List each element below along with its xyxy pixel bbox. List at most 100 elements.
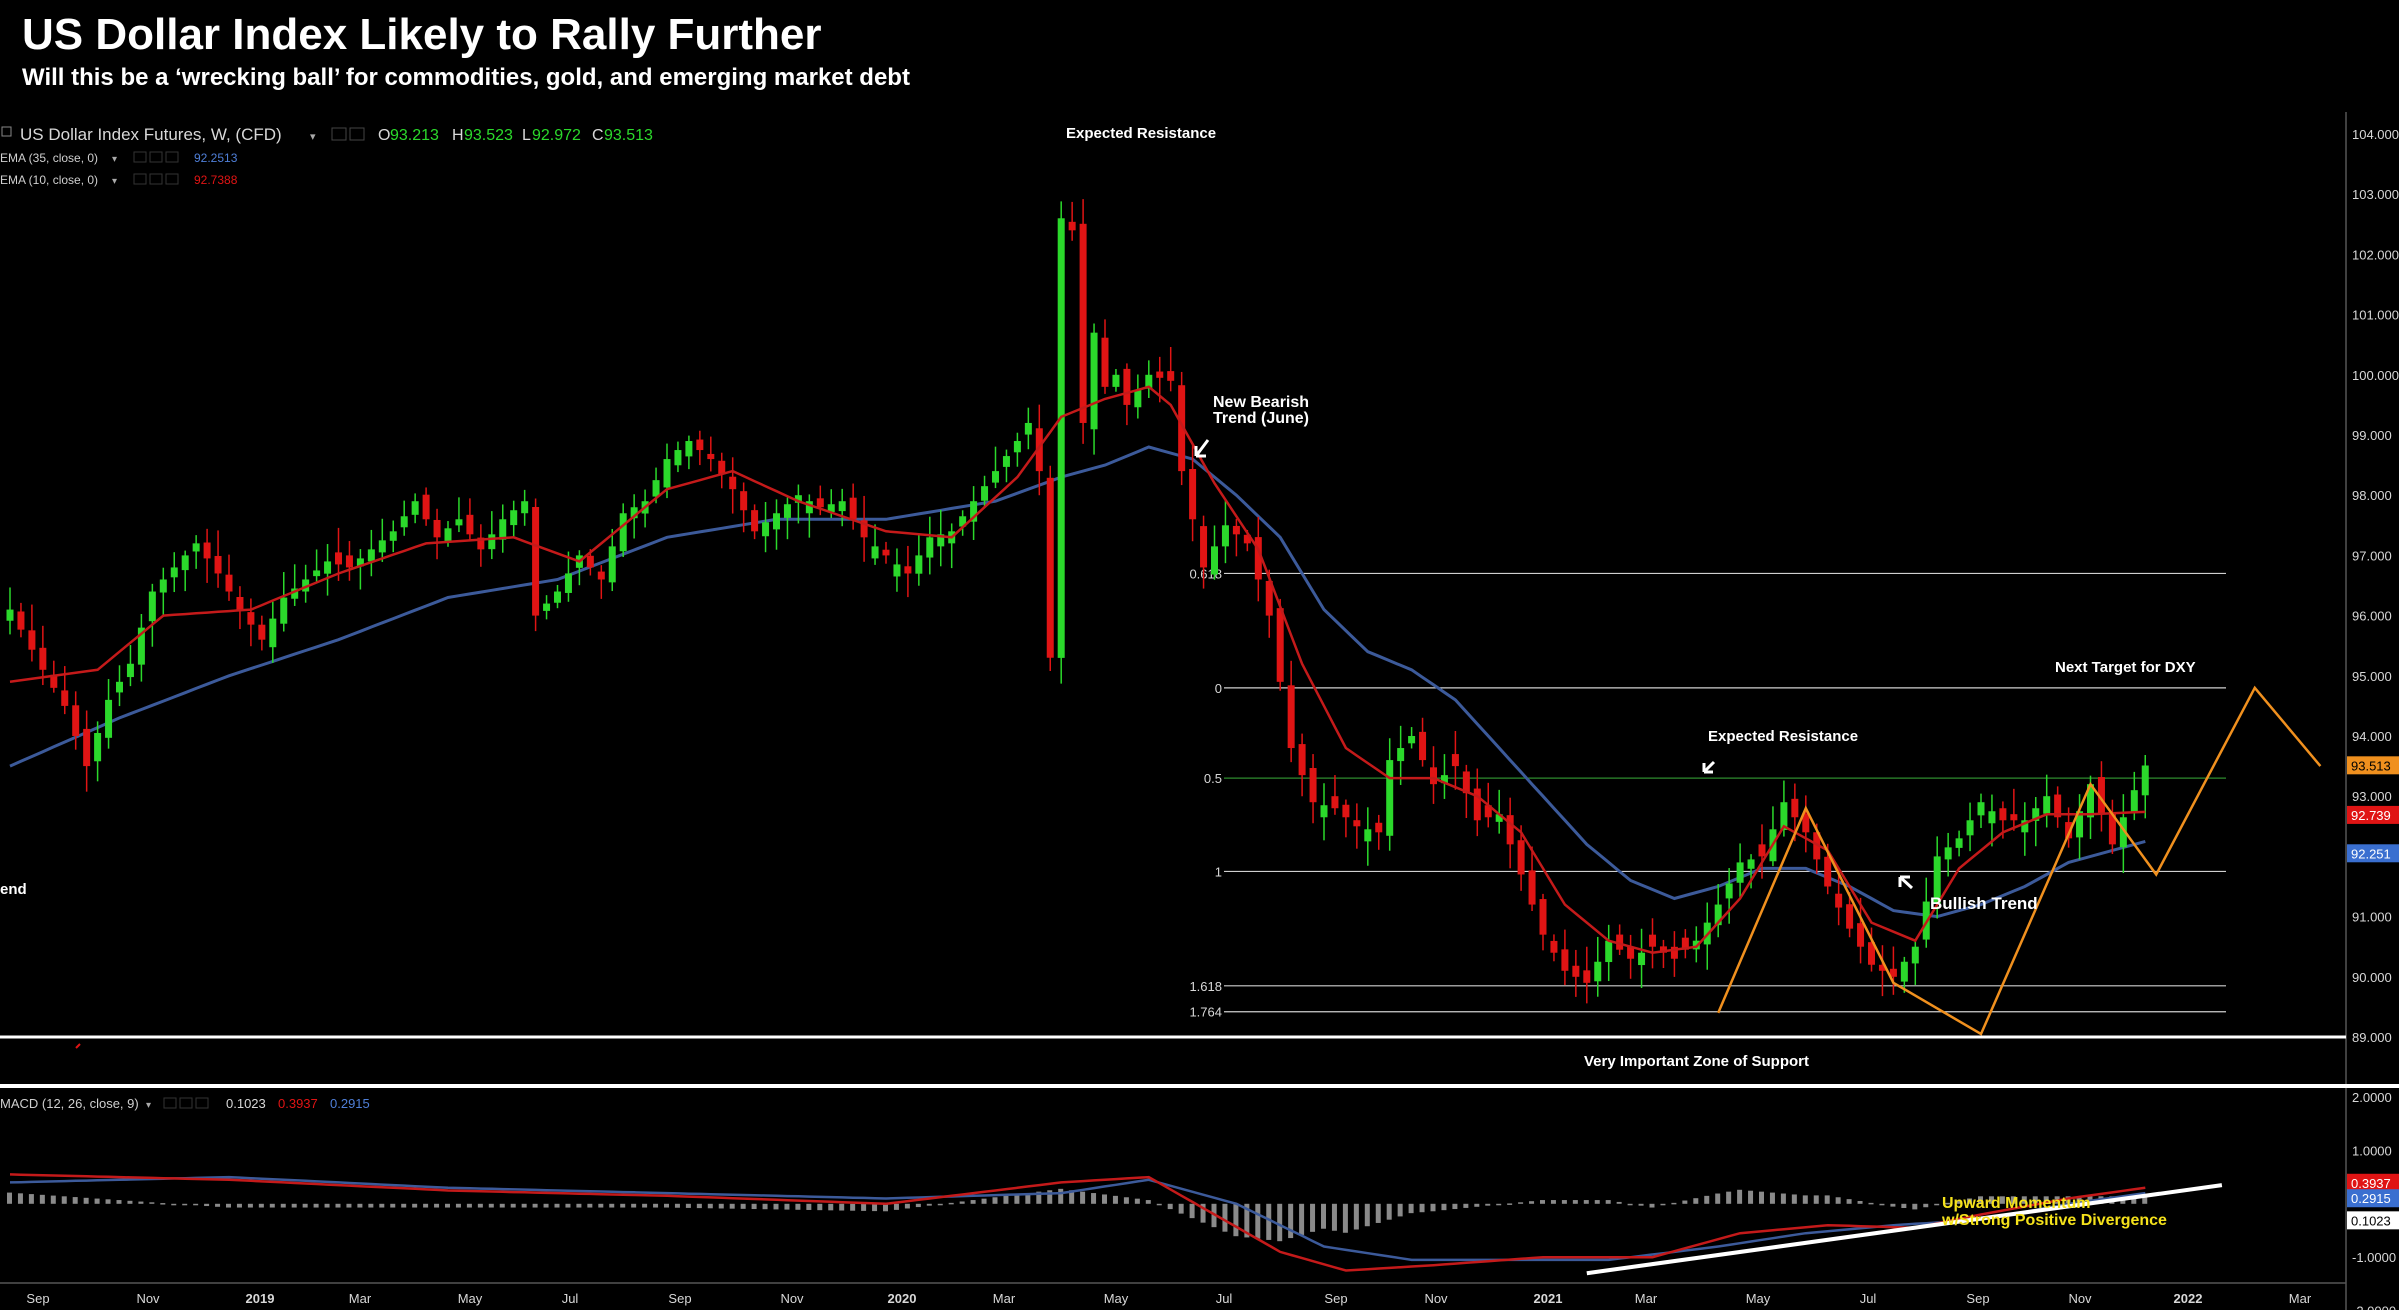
- macd-hist-159: [1748, 1190, 1754, 1204]
- ema35-close-icon[interactable]: [165, 151, 179, 163]
- macd-tick-0: 2.0000: [2352, 1090, 2392, 1105]
- macd-hist-153: [1682, 1200, 1688, 1204]
- candle-body-124: [1364, 829, 1372, 842]
- macd-eye-icon[interactable]: [163, 1097, 177, 1109]
- candle-body-20: [225, 574, 233, 592]
- macd-close-icon[interactable]: [195, 1097, 209, 1109]
- candle-body-131: [1440, 775, 1448, 784]
- x-tick-18: Sep: [1966, 1291, 1989, 1306]
- ema10-dropdown-icon[interactable]: ▾: [112, 176, 117, 187]
- macd-hist-102: [1123, 1197, 1129, 1204]
- candle-body-132: [1451, 754, 1459, 767]
- ema35-eye-icon[interactable]: [133, 151, 147, 163]
- candle-body-28: [313, 570, 321, 577]
- legend-settings-icon[interactable]: [349, 127, 365, 141]
- ohlc-close-key: C: [592, 127, 604, 144]
- candle-body-47: [521, 501, 529, 514]
- ohlc-high-value: 93.523: [464, 127, 513, 144]
- macd-hist-14: [160, 1203, 166, 1205]
- candle-body-195: [2141, 765, 2149, 796]
- ema10-legend-label[interactable]: EMA (10, close, 0): [0, 173, 98, 187]
- macd-hist-68: [751, 1203, 757, 1210]
- legend-eye-icon[interactable]: [331, 127, 347, 141]
- candle-body-184: [2021, 820, 2029, 833]
- macd-hist-155: [1704, 1195, 1710, 1204]
- y-tick-14: 90.000: [2352, 970, 2392, 985]
- candle-body-2: [28, 630, 36, 650]
- macd-hist-26: [291, 1203, 297, 1208]
- y-tick-9: 95.000: [2352, 669, 2392, 684]
- macd-hist-38: [423, 1203, 429, 1208]
- ema35-dropdown-icon[interactable]: ▾: [112, 154, 117, 165]
- macd-hist-107: [1178, 1203, 1184, 1214]
- macd-hist-29: [324, 1203, 330, 1208]
- candle-body-21: [236, 597, 244, 610]
- ema35-settings-icon[interactable]: [149, 151, 163, 163]
- candle-body-15: [170, 567, 178, 578]
- macd-hist-171: [1879, 1203, 1885, 1206]
- macd-hist-61: [674, 1203, 680, 1208]
- ema10-eye-icon[interactable]: [133, 173, 147, 185]
- macd-hist-13: [149, 1202, 155, 1204]
- candle-body-111: [1221, 525, 1229, 547]
- annotation-expected-resistance: Expected Resistance: [1708, 728, 1858, 745]
- macd-hist-185: [2032, 1196, 2038, 1204]
- macd-hist-182: [1999, 1196, 2005, 1204]
- macd-hist-62: [685, 1203, 691, 1208]
- macd-hist-125: [1375, 1203, 1381, 1223]
- candle-body-104: [1145, 374, 1153, 389]
- ema35-legend-label[interactable]: EMA (35, close, 0): [0, 151, 98, 165]
- macd-hist-188: [2065, 1196, 2071, 1204]
- candle-body-7: [83, 728, 91, 767]
- macd-hist-76: [839, 1203, 845, 1211]
- candle-body-136: [1495, 814, 1503, 822]
- candle-body-145: [1594, 961, 1602, 982]
- page-subtitle: Will this be a ‘wrecking ball’ for commo…: [22, 64, 910, 91]
- legend-symbol[interactable]: US Dollar Index Futures, W, (CFD): [20, 125, 282, 144]
- candle-body-186: [2043, 796, 2051, 814]
- ema10-settings-icon[interactable]: [149, 173, 163, 185]
- candle-body-14: [159, 579, 167, 593]
- candle-body-106: [1167, 371, 1175, 381]
- macd-hist-137: [1507, 1203, 1513, 1205]
- annotation-support-zone: Very Important Zone of Support: [1584, 1053, 1809, 1070]
- candle-body-194: [2130, 790, 2138, 813]
- ema35-line-group: [9, 445, 2146, 919]
- macd-signal-line: [9, 1175, 2146, 1262]
- macd-hist-82: [904, 1203, 910, 1209]
- macd-dropdown-icon[interactable]: ▾: [146, 1100, 151, 1111]
- macd-hist-8: [94, 1198, 100, 1204]
- macd-hist-124: [1364, 1203, 1370, 1227]
- candle-body-153: [1681, 937, 1689, 950]
- macd-settings-icon[interactable]: [179, 1097, 193, 1109]
- candle-body-183: [2010, 814, 2018, 821]
- macd-hist-49: [543, 1203, 549, 1208]
- macd-hist-140: [1540, 1200, 1545, 1204]
- macd-hist-176: [1934, 1203, 1940, 1206]
- macd-hist-42: [466, 1203, 472, 1208]
- annotation-left-cut: end: [0, 881, 27, 898]
- candle-body-185: [2032, 808, 2040, 821]
- x-tick-21: Mar: [2289, 1291, 2312, 1306]
- candle-body-26: [291, 588, 299, 599]
- collapse-toggle-icon[interactable]: [1, 126, 12, 137]
- candle-body-169: [1857, 923, 1865, 947]
- macd-hist-168: [1846, 1199, 1852, 1204]
- candle-body-152: [1670, 946, 1678, 959]
- macd-hist-113: [1244, 1203, 1250, 1238]
- macd-hist-22: [247, 1203, 253, 1208]
- macd-hist-128: [1408, 1203, 1414, 1214]
- legend-dropdown-icon[interactable]: ▾: [310, 131, 316, 143]
- candle-body-116: [1276, 608, 1284, 682]
- candle-body-129: [1419, 731, 1427, 761]
- macd-line-value: 0.3937: [278, 1096, 318, 1111]
- ema10-price-tag-text: 92.739: [2351, 808, 2391, 823]
- candle-body-96: [1057, 218, 1065, 658]
- macd-legend-label[interactable]: MACD (12, 26, close, 9): [0, 1096, 139, 1111]
- macd-hist-120: [1321, 1203, 1326, 1229]
- candle-body-193: [2119, 817, 2127, 848]
- x-tick-20: 2022: [2174, 1291, 2203, 1306]
- ema10-close-icon[interactable]: [165, 173, 179, 185]
